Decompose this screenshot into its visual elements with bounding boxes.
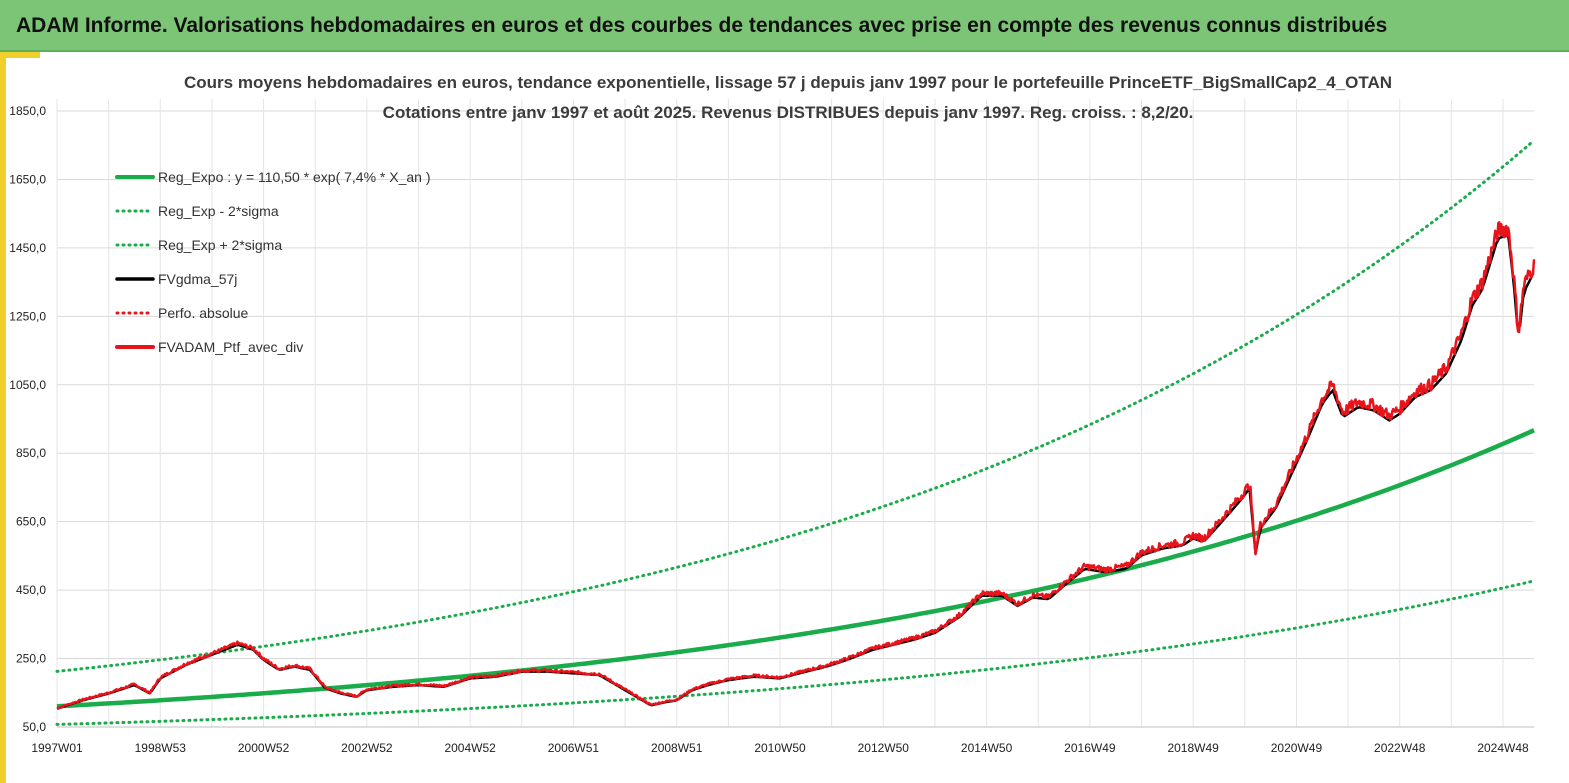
x-tick-label: 1998W53	[135, 741, 187, 755]
x-tick-label: 2002W52	[341, 741, 393, 755]
accent-bar-left	[0, 52, 6, 783]
legend-label: Reg_Expo : y = 110,50 * exp( 7,4% * X_an…	[158, 169, 431, 185]
legend: Reg_Expo : y = 110,50 * exp( 7,4% * X_an…	[115, 169, 431, 355]
y-tick-label: 1050,0	[9, 378, 46, 392]
legend-label: Reg_Exp + 2*sigma	[158, 237, 282, 253]
y-tick-label: 1450,0	[9, 241, 46, 255]
legend-label: FVgdma_57j	[158, 271, 237, 287]
legend-label: Reg_Exp - 2*sigma	[158, 203, 279, 219]
banner-title: ADAM Informe. Valorisations hebdomadaire…	[16, 14, 1388, 37]
series	[55, 138, 1536, 726]
x-tick-label: 2022W48	[1374, 741, 1426, 755]
x-tick-label: 2012W50	[858, 741, 910, 755]
x-tick-label: 2004W52	[444, 741, 496, 755]
series-fvgdma-57j	[56, 233, 1534, 710]
x-tick-label: 2020W49	[1271, 741, 1323, 755]
grid	[56, 99, 1534, 728]
x-tick-label: 2018W49	[1167, 741, 1219, 755]
x-tick-label: 1997W01	[31, 741, 83, 755]
y-tick-label: 450,0	[16, 583, 46, 597]
series-reg-expo	[56, 428, 1535, 709]
accent-bar-top	[0, 52, 40, 58]
x-axis-ticks: 1997W01 1998W53 2000W52 2002W52 2004W52 2006W…	[31, 741, 1529, 755]
y-tick-label: 650,0	[16, 515, 46, 529]
y-axis-ticks: 50,0 250,0 450,0 650,0 850,0 1050,0 1250,0 1450…	[9, 104, 46, 734]
x-tick-label: 2016W49	[1064, 741, 1116, 755]
x-tick-label: 2008W51	[651, 741, 703, 755]
chart-title-line-2: Cotations entre janv 1997 et août 2025. …	[383, 103, 1194, 122]
y-tick-label: 1250,0	[9, 309, 46, 323]
series-reg-minus-2sigma	[55, 579, 1536, 726]
x-tick-label: 2024W48	[1477, 741, 1529, 755]
series-reg-plus-2sigma	[55, 138, 1536, 673]
legend-label: FVADAM_Ptf_avec_div	[158, 339, 303, 355]
y-tick-label: 250,0	[16, 652, 46, 666]
series-fvadam-ptf	[56, 221, 1536, 710]
x-tick-label: 2000W52	[238, 741, 290, 755]
x-tick-label: 2014W50	[961, 741, 1013, 755]
y-tick-label: 1650,0	[9, 172, 46, 186]
chart-title-line-1: Cours moyens hebdomadaires en euros, ten…	[184, 73, 1392, 92]
y-tick-label: 50,0	[23, 720, 47, 734]
legend-label: Perfo. absolue	[158, 305, 248, 321]
y-tick-label: 850,0	[16, 446, 46, 460]
y-tick-label: 1850,0	[9, 104, 46, 118]
header-banner: ADAM Informe. Valorisations hebdomadaire…	[0, 0, 1569, 52]
line-chart: Cours moyens hebdomadaires en euros, ten…	[9, 73, 1536, 755]
x-tick-label: 2010W50	[754, 741, 806, 755]
x-tick-label: 2006W51	[548, 741, 600, 755]
